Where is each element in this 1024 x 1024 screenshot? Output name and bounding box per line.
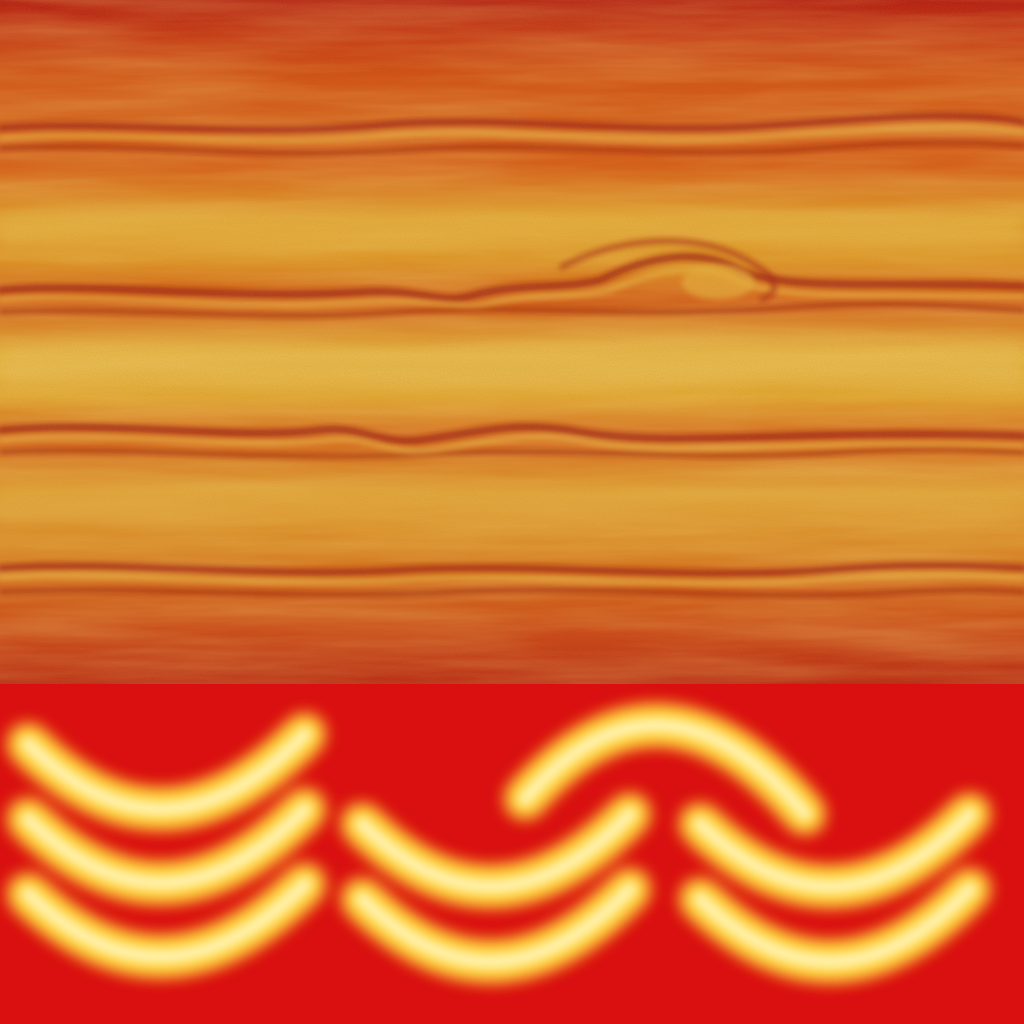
- arc-core-5: [693, 807, 977, 894]
- arc-core-4: [355, 882, 637, 969]
- arc-core-2: [21, 877, 312, 964]
- arc-panel: [0, 684, 1024, 1024]
- arc-core-3: [355, 807, 637, 894]
- arc-core-1: [21, 802, 312, 891]
- glowing-arcs: [0, 684, 1024, 1024]
- arc-core-6: [693, 882, 977, 969]
- arc-core-0: [21, 727, 312, 817]
- banded-texture: [0, 0, 1024, 684]
- band-grain: [0, 0, 1024, 684]
- banded-texture-panel: [0, 0, 1024, 684]
- arc-core-layer: [21, 718, 977, 969]
- arc-core-7: [518, 718, 812, 821]
